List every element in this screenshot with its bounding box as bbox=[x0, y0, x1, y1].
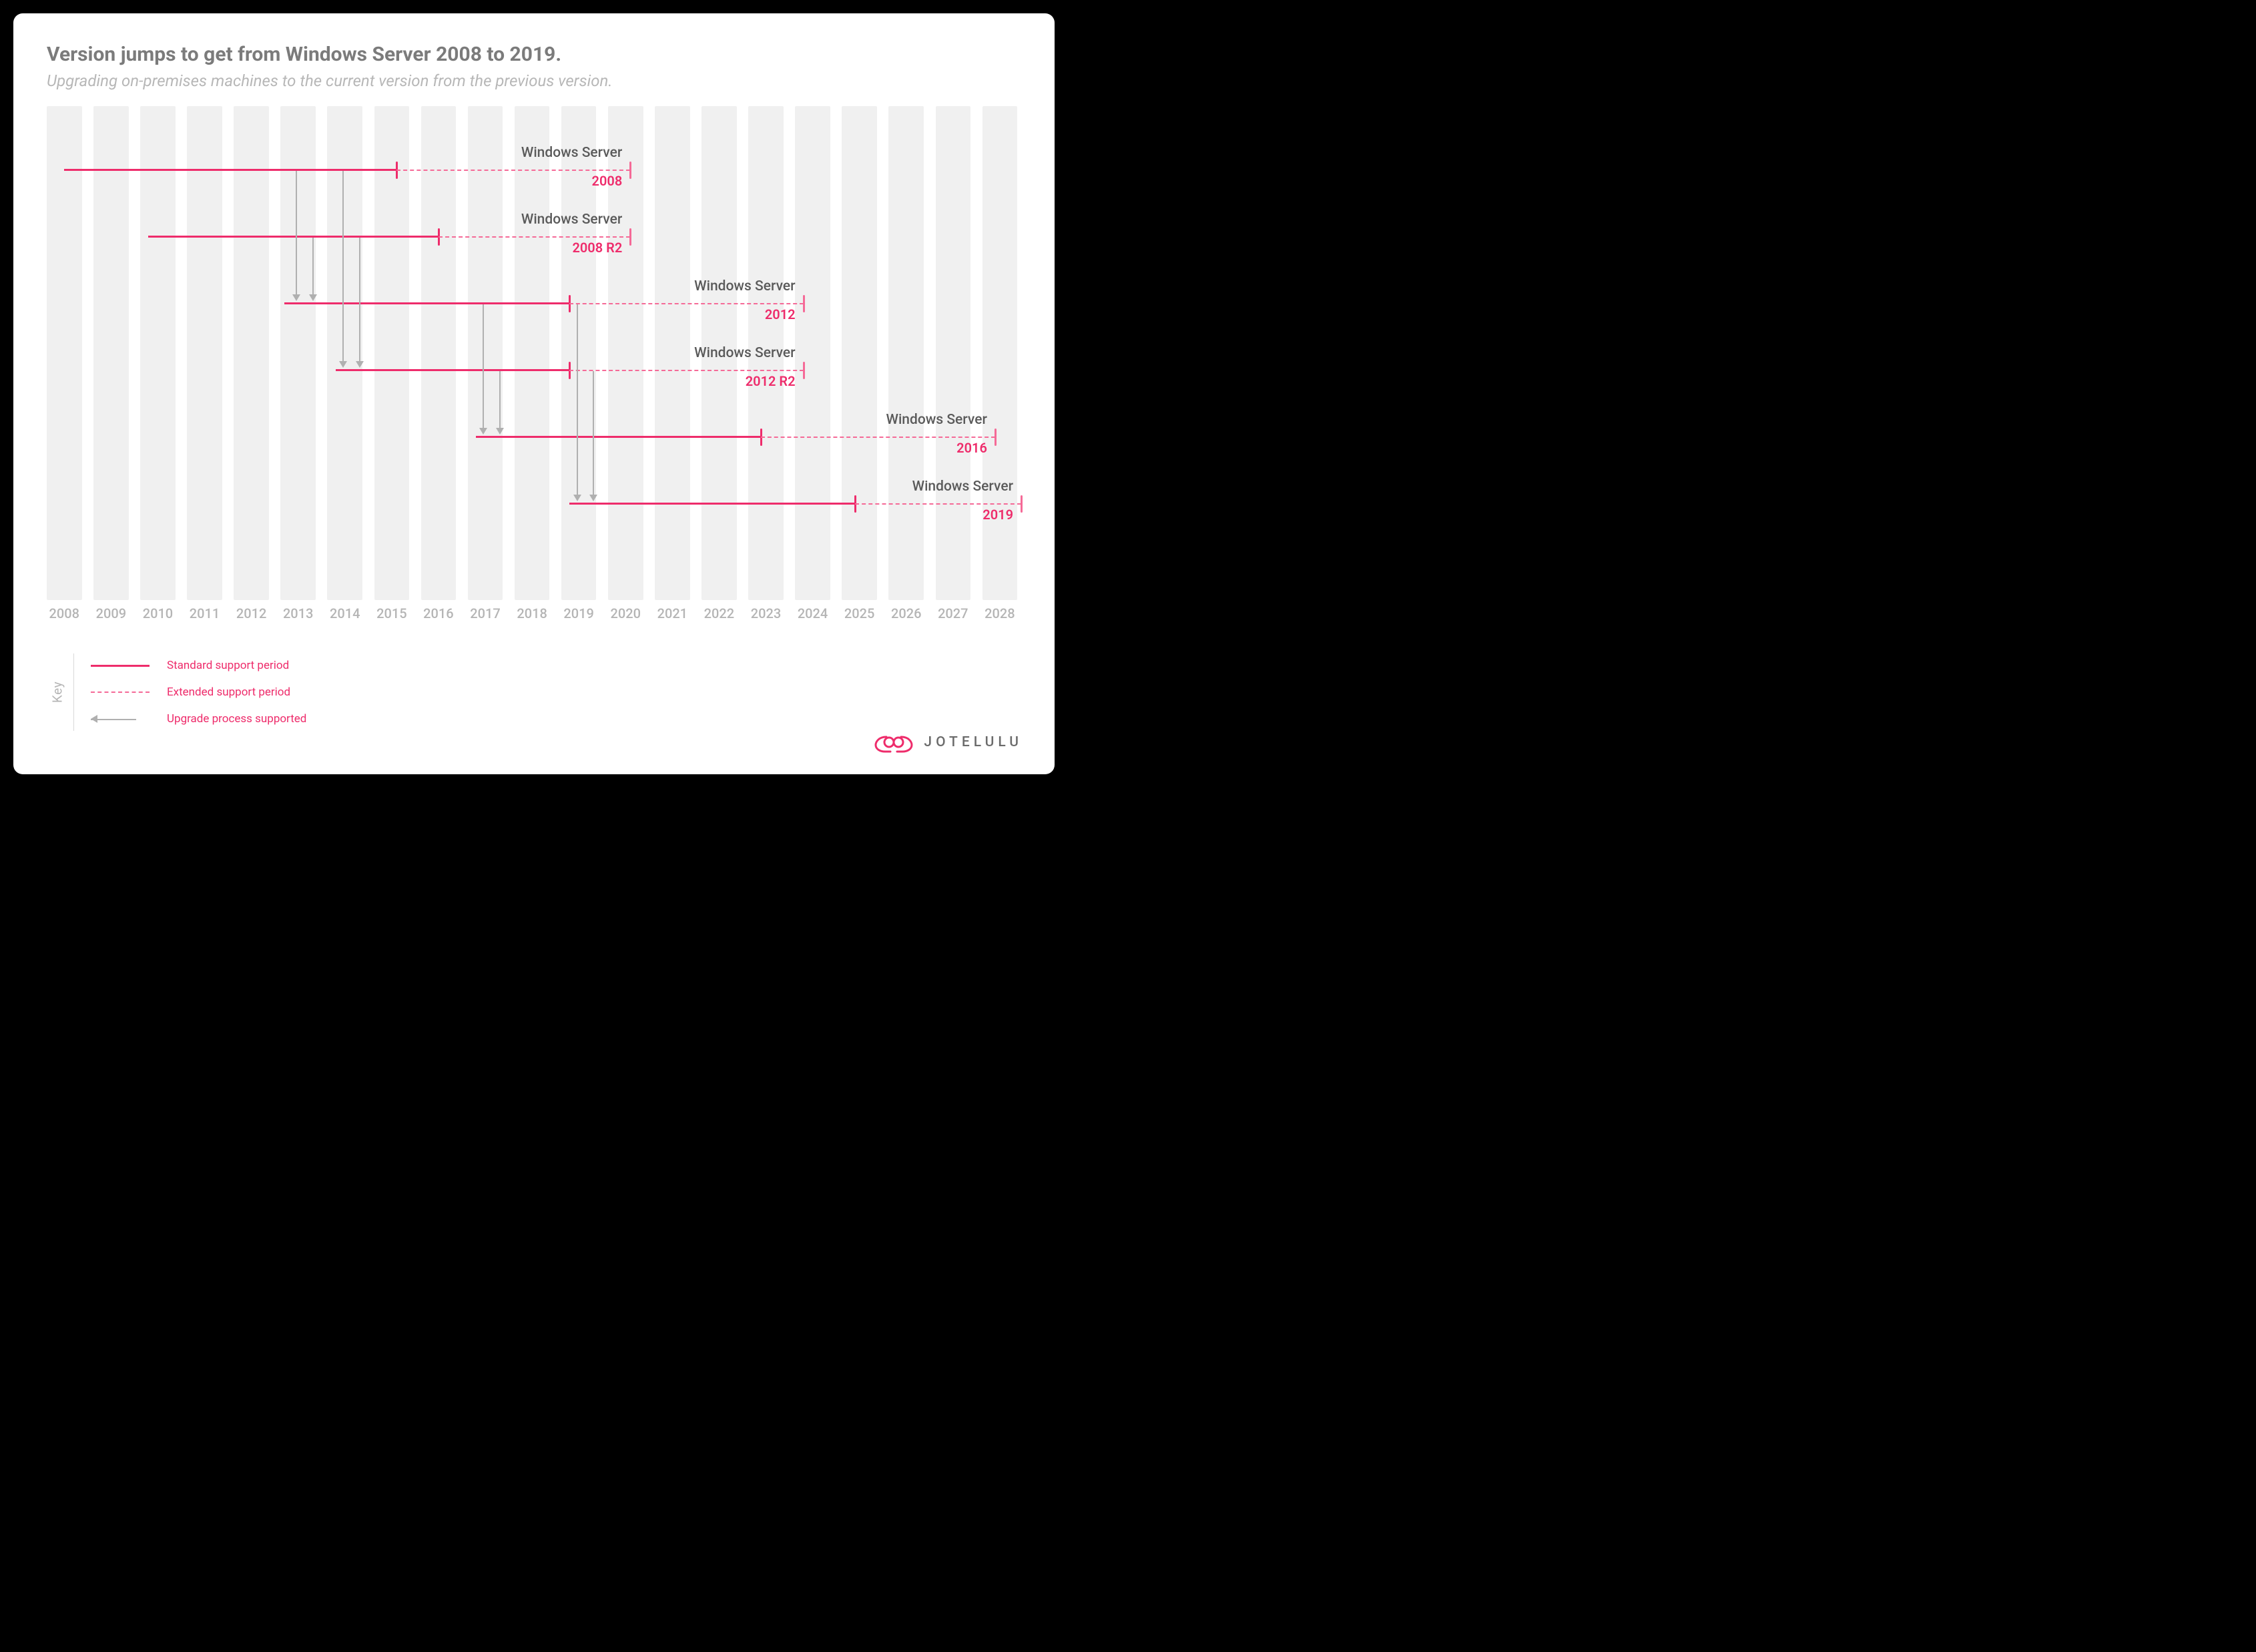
brand: JOTELULU bbox=[873, 730, 1023, 754]
legend-arrow-line bbox=[91, 719, 136, 720]
legend-label: Upgrade process supported bbox=[167, 712, 306, 726]
standard-support-line bbox=[148, 236, 438, 238]
year-axis-label: 2019 bbox=[563, 605, 593, 621]
year-axis-label: 2025 bbox=[844, 605, 874, 621]
year-axis-label: 2028 bbox=[984, 605, 1015, 621]
legend-arrow bbox=[91, 714, 150, 724]
brand-name: JOTELULU bbox=[924, 734, 1023, 750]
year-axis-label: 2023 bbox=[751, 605, 781, 621]
arrow-down-icon bbox=[309, 294, 317, 301]
row-version-label: 2012 R2 bbox=[746, 373, 796, 389]
chart-card: Version jumps to get from Windows Server… bbox=[13, 13, 1055, 774]
year-axis-label: 2009 bbox=[96, 605, 126, 621]
standard-support-line bbox=[336, 369, 569, 371]
extended-support-line bbox=[855, 503, 1021, 505]
legend-line-solid bbox=[91, 665, 150, 667]
year-axis-label: 2024 bbox=[798, 605, 828, 621]
year-axis-label: 2018 bbox=[517, 605, 547, 621]
year-axis-label: 2027 bbox=[938, 605, 968, 621]
upgrade-arrow-line bbox=[312, 238, 314, 296]
timeline-row: Windows Server2008 bbox=[47, 153, 1021, 193]
year-axis-label: 2014 bbox=[330, 605, 360, 621]
year-axis-label: 2016 bbox=[423, 605, 453, 621]
legend-label: Standard support period bbox=[167, 659, 289, 672]
standard-support-line bbox=[284, 302, 569, 304]
extended-support-line bbox=[761, 437, 995, 438]
extended-end-tick bbox=[629, 228, 631, 246]
legend: Key Standard support period Extended sup… bbox=[47, 657, 1021, 727]
chart-subtitle: Upgrading on-premises machines to the cu… bbox=[47, 71, 1021, 90]
extended-end-tick bbox=[1021, 495, 1023, 513]
year-axis-label: 2026 bbox=[891, 605, 921, 621]
timeline-chart: 2008200920102011201220132014201520162017… bbox=[47, 106, 1021, 600]
row-product-label: Windows Server bbox=[886, 412, 986, 428]
standard-support-line bbox=[64, 169, 396, 171]
brand-logo-icon bbox=[873, 730, 914, 754]
year-axis-label: 2011 bbox=[190, 605, 220, 621]
arrow-down-icon bbox=[573, 495, 581, 501]
row-version-label: 2008 R2 bbox=[572, 240, 622, 256]
row-product-label: Windows Server bbox=[521, 212, 622, 228]
extended-support-line bbox=[569, 370, 803, 371]
extended-support-line bbox=[569, 303, 803, 304]
legend-title: Key bbox=[50, 681, 65, 703]
extended-support-line bbox=[396, 170, 630, 171]
legend-item-standard: Standard support period bbox=[91, 657, 1021, 673]
row-product-label: Windows Server bbox=[521, 145, 622, 161]
upgrade-arrow-line bbox=[577, 304, 578, 496]
row-product-label: Windows Server bbox=[694, 345, 795, 361]
row-version-label: 2016 bbox=[956, 440, 987, 456]
year-axis-label: 2008 bbox=[49, 605, 79, 621]
row-version-label: 2012 bbox=[765, 306, 796, 322]
extended-end-tick bbox=[995, 429, 997, 446]
year-axis-label: 2020 bbox=[611, 605, 641, 621]
year-axis-label: 2015 bbox=[376, 605, 406, 621]
upgrade-arrow-line bbox=[342, 171, 344, 362]
chart-area: 2008 2009 2010 2011 2012 2013 2014 2015 2016 2017… bbox=[47, 106, 1021, 627]
extended-end-tick bbox=[803, 295, 805, 312]
upgrade-arrow-line bbox=[593, 371, 594, 496]
row-version-label: 2019 bbox=[982, 507, 1013, 523]
year-axis-label: 2021 bbox=[657, 605, 687, 621]
extended-end-tick bbox=[803, 362, 805, 379]
legend-label: Extended support period bbox=[167, 685, 290, 699]
extended-support-line bbox=[439, 236, 630, 238]
legend-line-dashed bbox=[91, 692, 150, 693]
arrow-down-icon bbox=[292, 294, 300, 301]
arrow-down-icon bbox=[479, 428, 487, 435]
timeline-row: Windows Server2012 bbox=[47, 286, 1021, 326]
row-version-label: 2008 bbox=[592, 173, 623, 189]
standard-support-line bbox=[569, 503, 854, 505]
year-axis-label: 2017 bbox=[470, 605, 500, 621]
legend-item-extended: Extended support period bbox=[91, 684, 1021, 700]
row-product-label: Windows Server bbox=[912, 479, 1013, 495]
arrow-down-icon bbox=[589, 495, 597, 501]
arrow-down-icon bbox=[356, 361, 364, 368]
year-axis-label: 2012 bbox=[236, 605, 266, 621]
year-axis-label: 2010 bbox=[143, 605, 173, 621]
upgrade-arrow-line bbox=[296, 171, 297, 296]
extended-end-tick bbox=[629, 162, 631, 179]
timeline-row: Windows Server2019 bbox=[47, 487, 1021, 527]
chart-title: Version jumps to get from Windows Server… bbox=[47, 43, 1021, 66]
year-axis-label: 2013 bbox=[283, 605, 313, 621]
arrow-down-icon bbox=[496, 428, 504, 435]
upgrade-arrow-line bbox=[499, 371, 501, 429]
year-axis-label: 2022 bbox=[704, 605, 734, 621]
arrow-down-icon bbox=[339, 361, 347, 368]
standard-support-line bbox=[476, 436, 761, 438]
legend-divider bbox=[73, 653, 74, 731]
row-product-label: Windows Server bbox=[694, 278, 795, 294]
legend-item-upgrade: Upgrade process supported bbox=[91, 711, 1021, 727]
upgrade-arrow-line bbox=[359, 238, 360, 362]
timeline-row: Windows Server2016 bbox=[47, 420, 1021, 460]
timeline-row: Windows Server2012 R2 bbox=[47, 353, 1021, 393]
upgrade-arrow-line bbox=[483, 304, 484, 429]
timeline-row: Windows Server2008 R2 bbox=[47, 220, 1021, 260]
